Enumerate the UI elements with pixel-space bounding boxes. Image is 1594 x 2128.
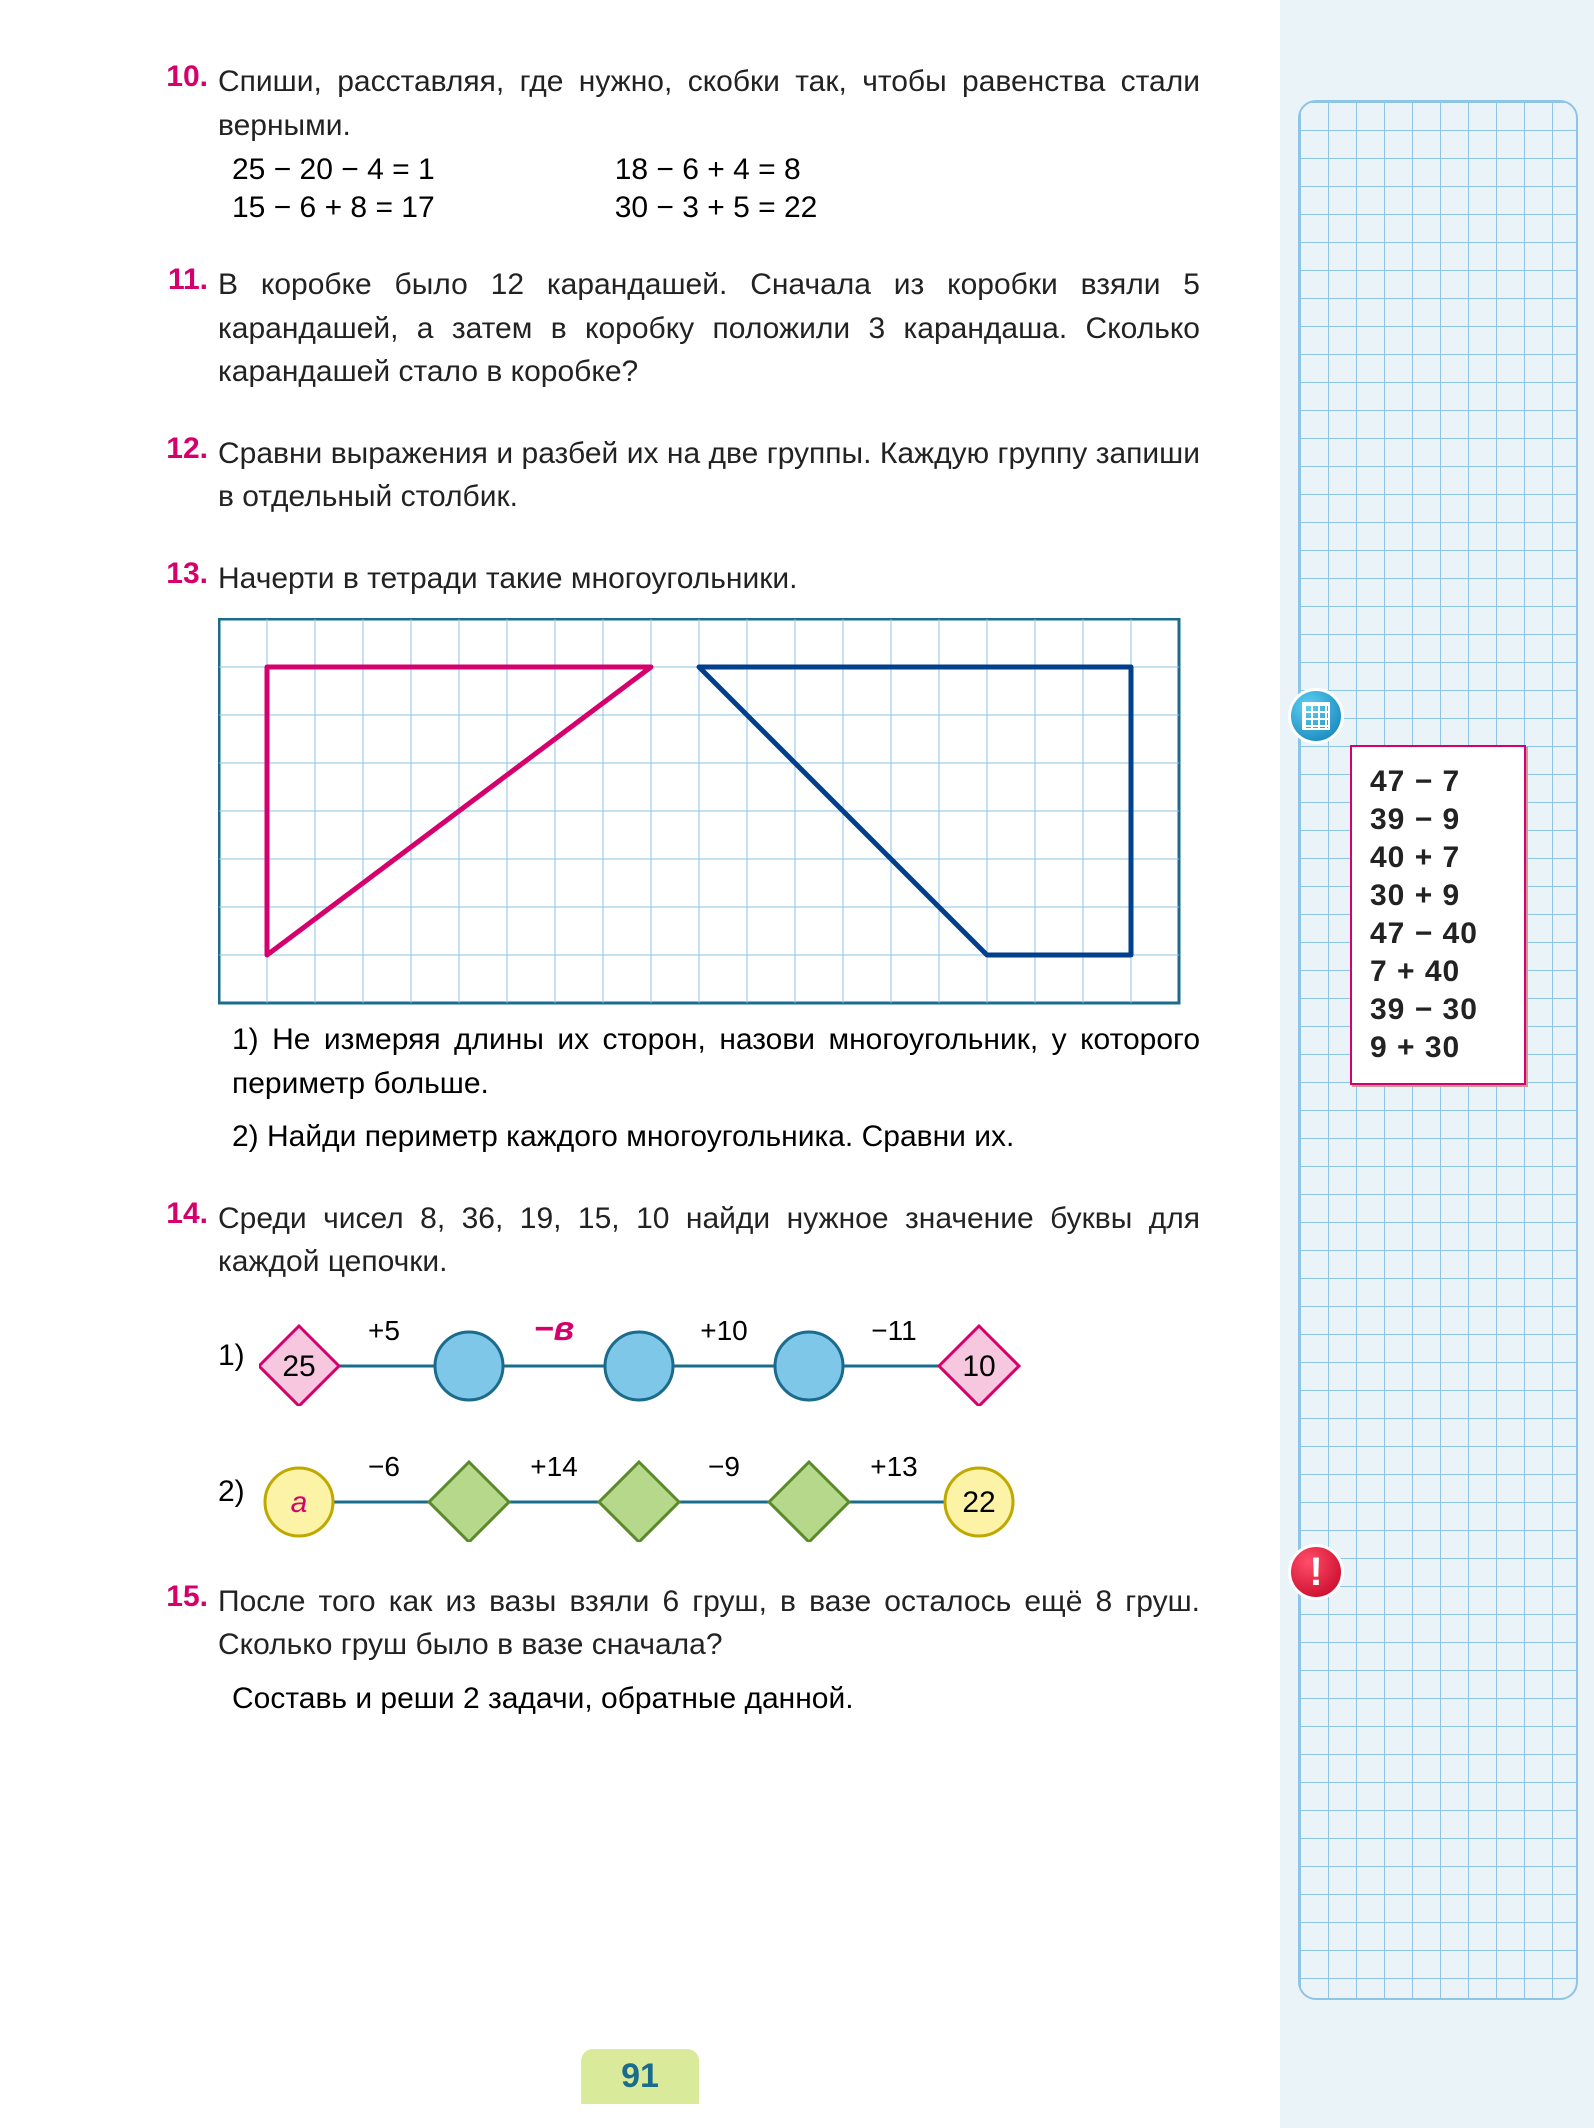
svg-text:−11: −11 xyxy=(871,1315,916,1346)
subquestion: 1) Не измеряя длины их сторон, назови мн… xyxy=(232,1018,1200,1105)
svg-text:−6: −6 xyxy=(368,1451,400,1482)
task-14: 14. Среди чисел 8, 36, 19, 15, 10 найди … xyxy=(160,1197,1200,1542)
chain-svg: а 22 −6 +14 −9 +13 xyxy=(259,1442,1139,1542)
equation: 18 − 6 + 4 = 8 xyxy=(615,153,818,187)
expression: 7 + 40 xyxy=(1370,955,1514,989)
chain-1: 1) 25 10 +5 −в +10 −11 xyxy=(218,1306,1200,1406)
svg-text:+14: +14 xyxy=(530,1451,578,1482)
task-number: 15. xyxy=(160,1580,208,1614)
expression: 39 − 9 xyxy=(1370,803,1514,837)
task-10: 10. Спиши, расставляя, где нужно, скобки… xyxy=(160,60,1200,225)
equation: 15 − 6 + 8 = 17 xyxy=(232,191,435,225)
task-text: Сравни выражения и разбей их на две груп… xyxy=(218,432,1200,519)
expression: 39 − 30 xyxy=(1370,993,1514,1027)
svg-text:+13: +13 xyxy=(870,1451,918,1482)
equation-columns: 25 − 20 − 4 = 1 15 − 6 + 8 = 17 18 − 6 +… xyxy=(232,153,1200,225)
equation: 30 − 3 + 5 = 22 xyxy=(615,191,818,225)
svg-text:а: а xyxy=(290,1486,307,1519)
page-number: 91 xyxy=(581,2049,699,2104)
task-text: Спиши, расставляя, где нужно, скобки так… xyxy=(218,60,1200,147)
svg-text:+5: +5 xyxy=(368,1315,400,1346)
svg-text:25: 25 xyxy=(282,1350,315,1383)
chain-index: 2) xyxy=(218,1475,245,1509)
task-number: 11. xyxy=(160,263,208,297)
alert-icon: ! xyxy=(1288,1544,1344,1600)
subquestion: 2) Найди периметр каждого многоугольника… xyxy=(232,1115,1200,1159)
subquestion: Составь и реши 2 задачи, обратные данной… xyxy=(232,1677,1200,1721)
task-text: После того как из вазы взяли 6 груш, в в… xyxy=(218,1580,1200,1667)
task-13: 13. Начерти в тетради такие многоугольни… xyxy=(160,557,1200,1159)
svg-text:−9: −9 xyxy=(708,1451,740,1482)
chain-2: 2) а 22 −6 +14 −9 +13 xyxy=(218,1442,1200,1542)
chain-index: 1) xyxy=(218,1339,245,1373)
polygon-grid xyxy=(218,618,1200,1006)
expression: 40 + 7 xyxy=(1370,841,1514,875)
task-15: 15. После того как из вазы взяли 6 груш,… xyxy=(160,1580,1200,1721)
svg-text:−в: −в xyxy=(533,1310,573,1348)
svg-text:22: 22 xyxy=(962,1486,995,1519)
expressions-box: 47 − 7 39 − 9 40 + 7 30 + 9 47 − 40 7 + … xyxy=(1350,745,1526,1085)
equation-col-1: 25 − 20 − 4 = 1 15 − 6 + 8 = 17 xyxy=(232,153,435,225)
task-number: 10. xyxy=(160,60,208,94)
expression: 47 − 7 xyxy=(1370,765,1514,799)
chain-svg: 25 10 +5 −в +10 −11 xyxy=(259,1306,1139,1406)
task-number: 14. xyxy=(160,1197,208,1231)
expression: 9 + 30 xyxy=(1370,1031,1514,1065)
task-number: 12. xyxy=(160,432,208,466)
task-text: Среди чисел 8, 36, 19, 15, 10 найди нужн… xyxy=(218,1197,1200,1284)
task-12: 12. Сравни выражения и разбей их на две … xyxy=(160,432,1200,519)
expression: 30 + 9 xyxy=(1370,879,1514,913)
chains: 1) 25 10 +5 −в +10 −11 2) а 22 −6 +14 −9 +13 xyxy=(218,1306,1200,1542)
grid-icon xyxy=(1288,688,1344,744)
expression: 47 − 40 xyxy=(1370,917,1514,951)
svg-text:+10: +10 xyxy=(700,1315,748,1346)
sidebar: ! 47 − 7 39 − 9 40 + 7 30 + 9 47 − 40 7 … xyxy=(1280,0,1594,2128)
task-text: Начерти в тетради такие многоугольники. xyxy=(218,557,797,601)
page-content: 10. Спиши, расставляя, где нужно, скобки… xyxy=(0,0,1280,2128)
equation: 25 − 20 − 4 = 1 xyxy=(232,153,435,187)
task-number: 13. xyxy=(160,557,208,591)
svg-text:10: 10 xyxy=(962,1350,995,1383)
equation-col-2: 18 − 6 + 4 = 8 30 − 3 + 5 = 22 xyxy=(615,153,818,225)
task-text: В коробке было 12 карандашей. Сначала из… xyxy=(218,263,1200,394)
task-11: 11. В коробке было 12 карандашей. Сначал… xyxy=(160,263,1200,394)
polygon-svg xyxy=(218,618,1182,1006)
